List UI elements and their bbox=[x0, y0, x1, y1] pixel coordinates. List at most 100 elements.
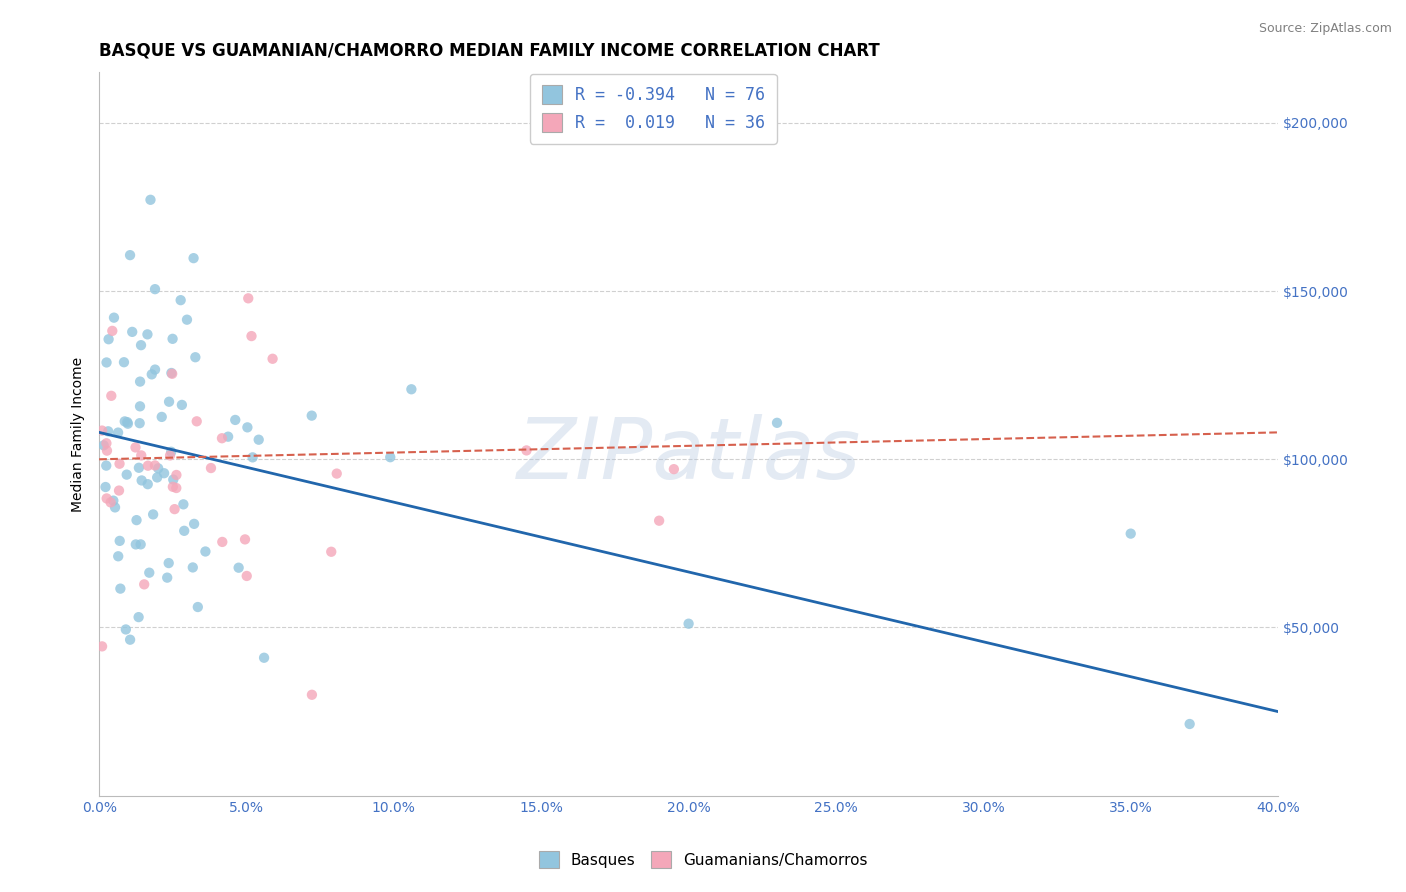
Point bbox=[96, 443, 118, 458]
Point bbox=[124, 441, 146, 455]
Point bbox=[138, 566, 160, 580]
Point bbox=[160, 367, 183, 381]
Point bbox=[96, 355, 118, 369]
Point bbox=[169, 293, 191, 308]
Point bbox=[117, 415, 139, 429]
Point bbox=[200, 461, 222, 475]
Point bbox=[117, 417, 139, 431]
Point bbox=[253, 650, 276, 665]
Point bbox=[153, 467, 176, 481]
Point bbox=[186, 414, 208, 428]
Point bbox=[96, 436, 118, 450]
Point bbox=[157, 394, 180, 409]
Point bbox=[194, 544, 217, 558]
Point bbox=[143, 282, 166, 296]
Point bbox=[136, 477, 159, 491]
Point bbox=[165, 467, 187, 482]
Point bbox=[121, 325, 143, 339]
Point bbox=[103, 310, 125, 325]
Point bbox=[129, 338, 152, 352]
Point bbox=[187, 600, 209, 615]
Point bbox=[134, 577, 156, 591]
Point bbox=[236, 420, 259, 434]
Point bbox=[128, 416, 150, 430]
Point bbox=[262, 351, 284, 366]
Point bbox=[1178, 717, 1201, 731]
Point bbox=[143, 362, 166, 376]
Point bbox=[162, 480, 184, 494]
Point bbox=[96, 491, 118, 506]
Point bbox=[100, 495, 122, 509]
Point bbox=[172, 497, 194, 511]
Point bbox=[326, 467, 349, 481]
Text: Source: ZipAtlas.com: Source: ZipAtlas.com bbox=[1258, 22, 1392, 36]
Point bbox=[247, 433, 270, 447]
Point bbox=[146, 470, 169, 484]
Point bbox=[115, 623, 138, 637]
Point bbox=[235, 569, 257, 583]
Point bbox=[125, 513, 148, 527]
Point bbox=[163, 502, 186, 516]
Point bbox=[156, 571, 179, 585]
Point bbox=[120, 248, 142, 262]
Text: BASQUE VS GUAMANIAN/CHAMORRO MEDIAN FAMILY INCOME CORRELATION CHART: BASQUE VS GUAMANIAN/CHAMORRO MEDIAN FAMI… bbox=[100, 42, 880, 60]
Point bbox=[114, 414, 136, 428]
Point bbox=[150, 409, 173, 424]
Point bbox=[108, 533, 131, 548]
Point bbox=[100, 389, 122, 403]
Point bbox=[108, 483, 131, 498]
Point bbox=[662, 462, 685, 476]
Point bbox=[129, 375, 152, 389]
Point bbox=[321, 545, 343, 559]
Point bbox=[108, 457, 131, 471]
Point bbox=[104, 500, 127, 515]
Point bbox=[238, 291, 260, 305]
Point bbox=[165, 481, 187, 495]
Point bbox=[217, 430, 239, 444]
Point bbox=[129, 400, 152, 414]
Point bbox=[136, 458, 159, 473]
Point bbox=[107, 425, 129, 440]
Point bbox=[211, 431, 233, 445]
Legend: Basques, Guamanians/Chamorros: Basques, Guamanians/Chamorros bbox=[531, 844, 875, 875]
Point bbox=[101, 324, 124, 338]
Point bbox=[125, 537, 148, 551]
Point bbox=[211, 535, 233, 549]
Point bbox=[181, 560, 204, 574]
Y-axis label: Median Family Income: Median Family Income bbox=[72, 357, 86, 512]
Point bbox=[103, 493, 125, 508]
Point bbox=[183, 516, 205, 531]
Point bbox=[141, 368, 163, 382]
Point bbox=[159, 449, 181, 463]
Point bbox=[94, 480, 117, 494]
Point bbox=[136, 327, 159, 342]
Point bbox=[183, 251, 205, 265]
Point bbox=[97, 425, 120, 439]
Point bbox=[110, 582, 132, 596]
Point bbox=[162, 332, 184, 346]
Point bbox=[128, 460, 150, 475]
Point bbox=[93, 438, 115, 452]
Point bbox=[648, 514, 671, 528]
Point bbox=[115, 467, 138, 482]
Point bbox=[380, 450, 402, 465]
Point bbox=[91, 640, 114, 654]
Point bbox=[184, 350, 207, 364]
Point bbox=[148, 461, 170, 475]
Point bbox=[301, 409, 323, 423]
Point bbox=[142, 508, 165, 522]
Point bbox=[160, 444, 183, 458]
Point bbox=[170, 398, 193, 412]
Point bbox=[515, 443, 537, 458]
Point bbox=[107, 549, 129, 564]
Point bbox=[233, 533, 256, 547]
Point bbox=[162, 473, 184, 487]
Point bbox=[224, 413, 246, 427]
Point bbox=[228, 560, 250, 574]
Point bbox=[129, 449, 152, 463]
Point bbox=[157, 556, 180, 570]
Point bbox=[131, 474, 153, 488]
Point bbox=[120, 632, 142, 647]
Point bbox=[242, 450, 264, 465]
Legend: R = -0.394   N = 76, R =  0.019   N = 36: R = -0.394 N = 76, R = 0.019 N = 36 bbox=[530, 73, 776, 144]
